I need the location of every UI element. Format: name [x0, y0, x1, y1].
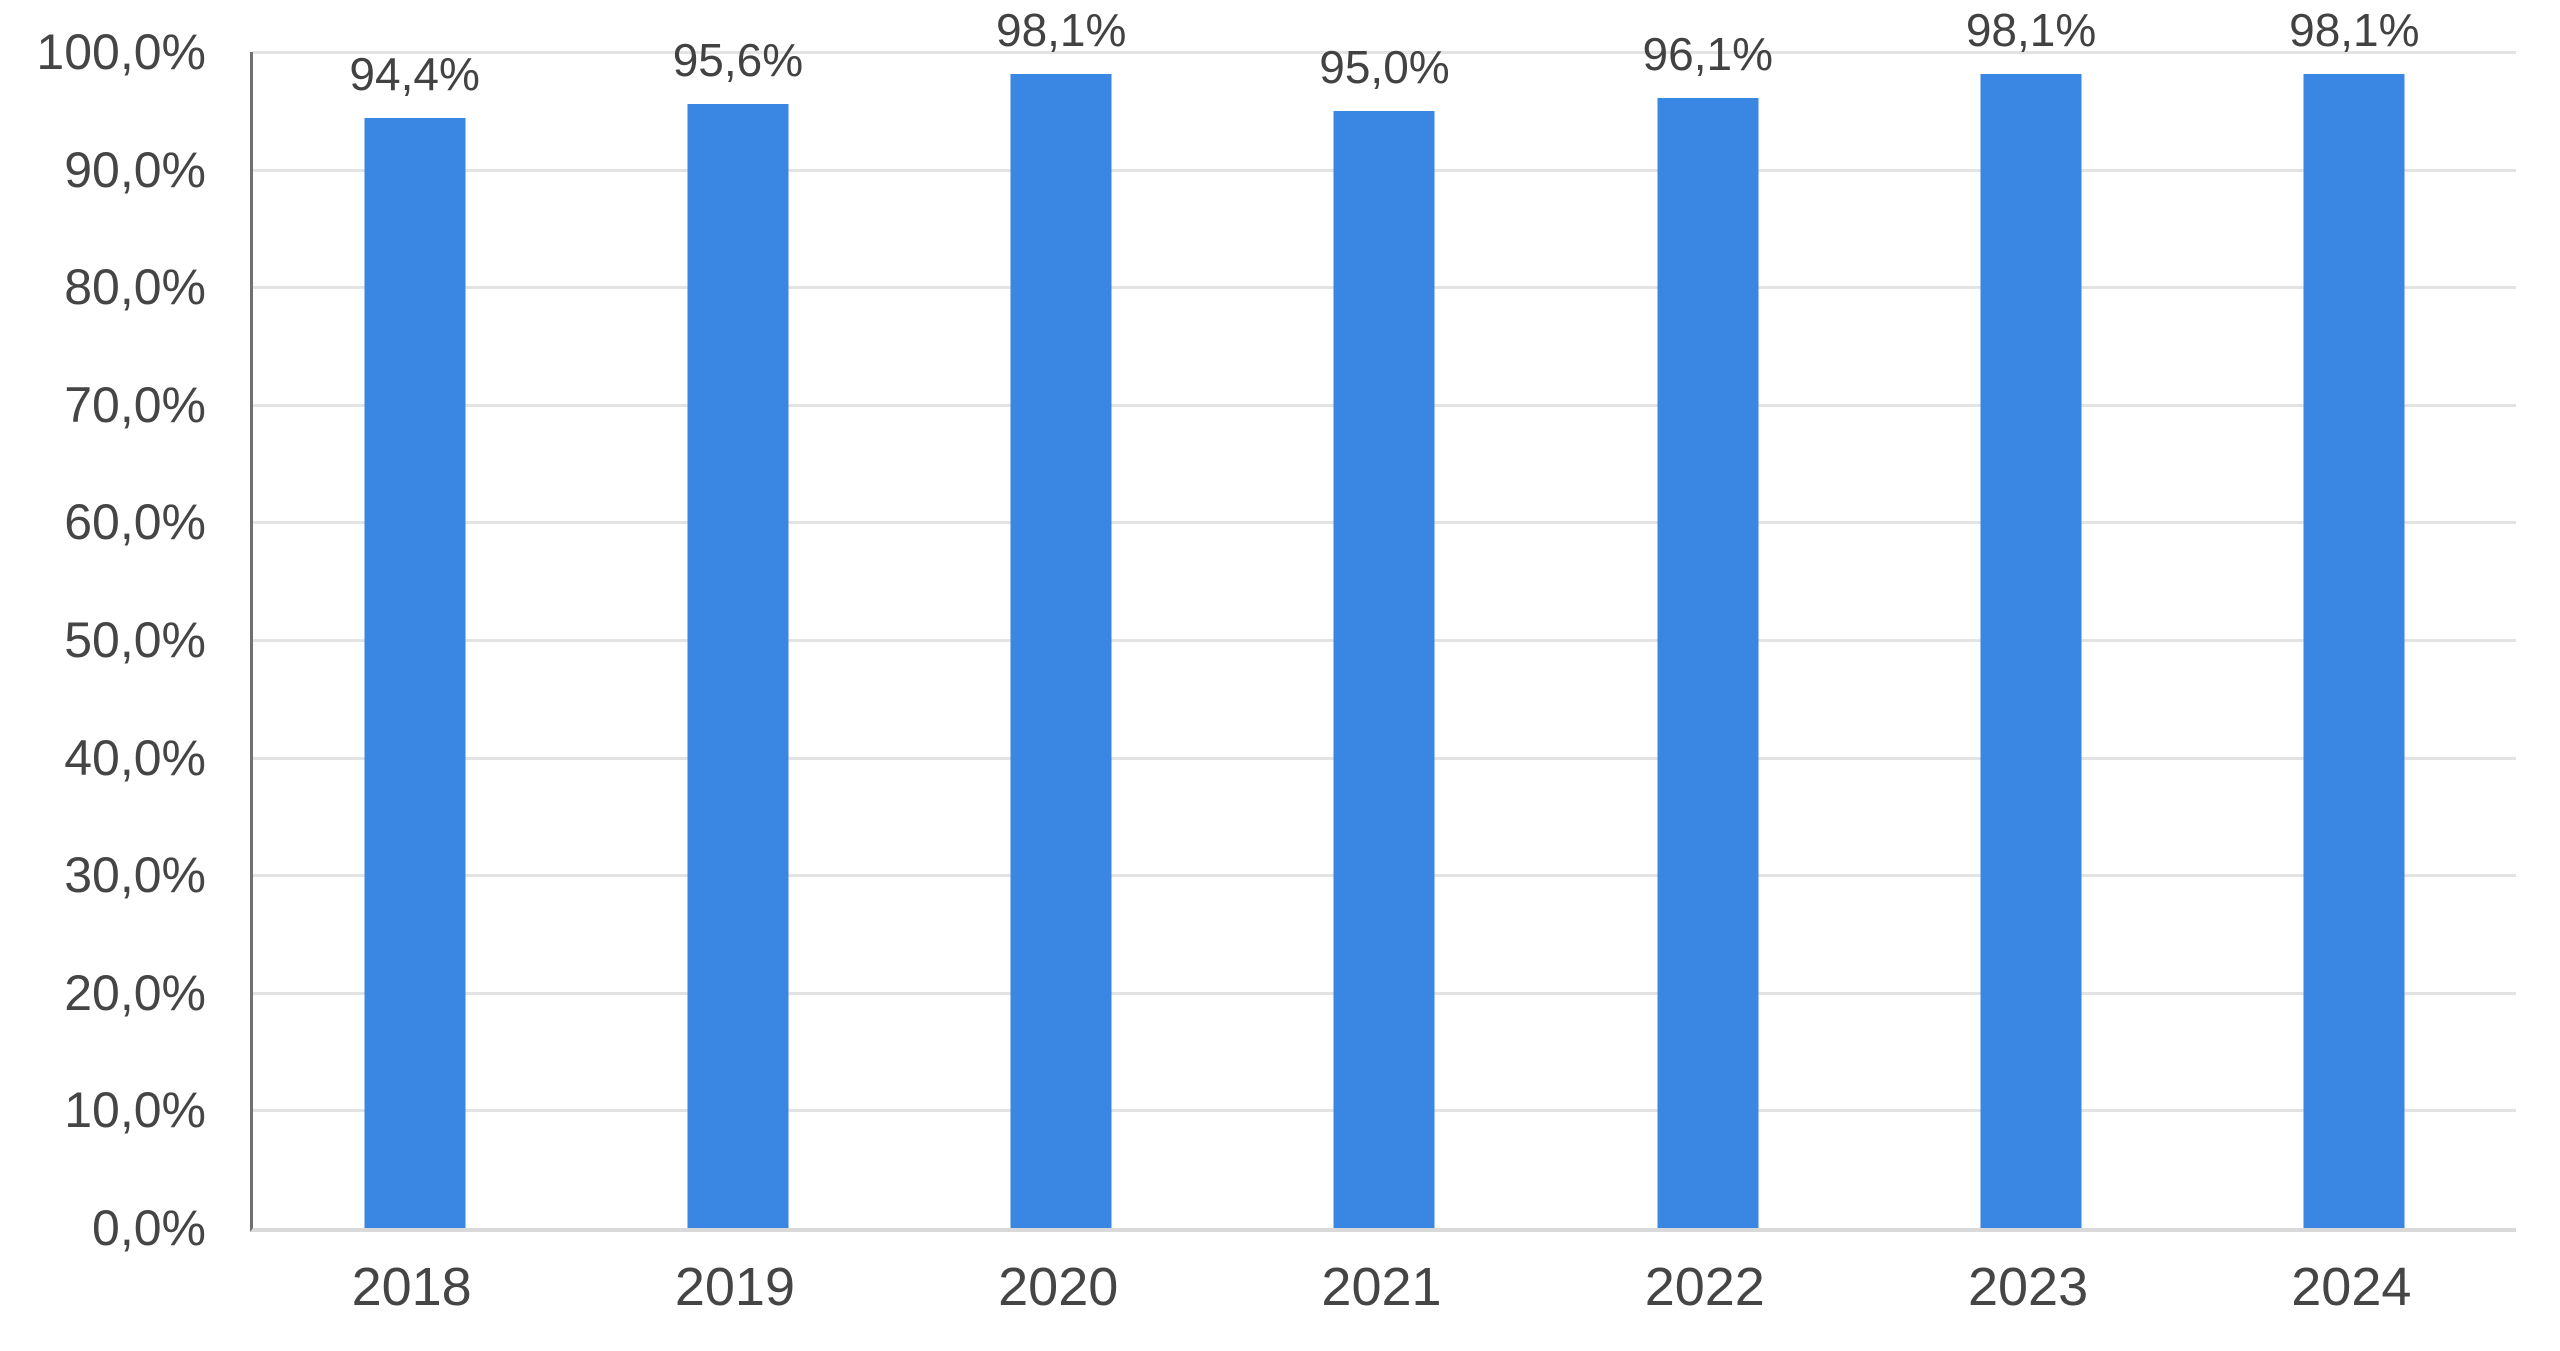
y-axis-tick-label: 50,0% — [64, 612, 206, 668]
x-axis-tick-label: 2024 — [2291, 1257, 2412, 1317]
y-axis-tick-label: 100,0% — [36, 24, 206, 80]
bar-2020 — [1010, 74, 1112, 1228]
y-axis-tick-label: 80,0% — [64, 259, 206, 316]
x-axis-tick-label: 2023 — [1967, 1257, 2089, 1317]
bar-value-label: 95,6% — [672, 33, 804, 86]
bar-2019 — [687, 103, 789, 1228]
bar-slot-2024: 98,1% — [2193, 4, 2516, 1228]
bar-value-label: 98,1% — [995, 4, 1127, 57]
bar-2023 — [1980, 74, 2082, 1228]
y-axis-tick-label: 10,0% — [64, 1082, 206, 1139]
x-axis-tick-label: 2021 — [1321, 1257, 1442, 1317]
x-axis-tick-label: 2019 — [674, 1257, 795, 1317]
y-axis-tick-label: 40,0% — [64, 729, 206, 786]
bar-slot-2023: 98,1% — [1869, 4, 2192, 1228]
bar-slot-2018: 94,4% — [253, 48, 576, 1228]
bar-value-label: 98,1% — [2289, 4, 2420, 57]
bar-slot-2021: 95,0% — [1223, 41, 1546, 1228]
x-axis-tick-label: 2022 — [1644, 1257, 1765, 1317]
x-axis-tick-label: 2020 — [998, 1257, 1119, 1317]
bar-value-label: 98,1% — [1965, 4, 2097, 57]
bar-value-label: 94,4% — [349, 47, 480, 100]
y-axis-tick-label: 20,0% — [64, 964, 206, 1021]
y-axis-tick-label: 90,0% — [64, 141, 206, 198]
y-axis-tick-label: 70,0% — [64, 376, 206, 433]
bar-slot-2022: 96,1% — [1546, 28, 1869, 1228]
y-axis-tick-label: 0,0% — [92, 1200, 206, 1256]
x-axis-tick-label: 2018 — [351, 1257, 472, 1317]
bar-2021 — [1333, 110, 1435, 1228]
bar-2022 — [1657, 97, 1759, 1228]
gridline-100 — [253, 51, 2516, 54]
bar-2018 — [364, 117, 466, 1228]
bar-2024 — [2303, 74, 2405, 1228]
y-axis-tick-label: 30,0% — [64, 847, 206, 904]
y-axis-tick-label: 60,0% — [64, 494, 206, 551]
bars-layer: 94,4% 95,6% 98,1% 95,0% 96,1% 98,1% 98,1% — [253, 4, 2516, 1228]
bar-value-label: 96,1% — [1642, 27, 1773, 80]
bar-value-label: 95,0% — [1319, 40, 1450, 93]
bar-slot-2019: 95,6% — [576, 34, 899, 1228]
plot-area: 94,4% 95,6% 98,1% 95,0% 96,1% 98,1% 98,1% — [250, 4, 2516, 1232]
bar-slot-2020: 98,1% — [900, 4, 1223, 1228]
x-axis-labels: 2018 2019 2020 2021 2022 2023 2024 — [250, 1256, 2513, 1318]
